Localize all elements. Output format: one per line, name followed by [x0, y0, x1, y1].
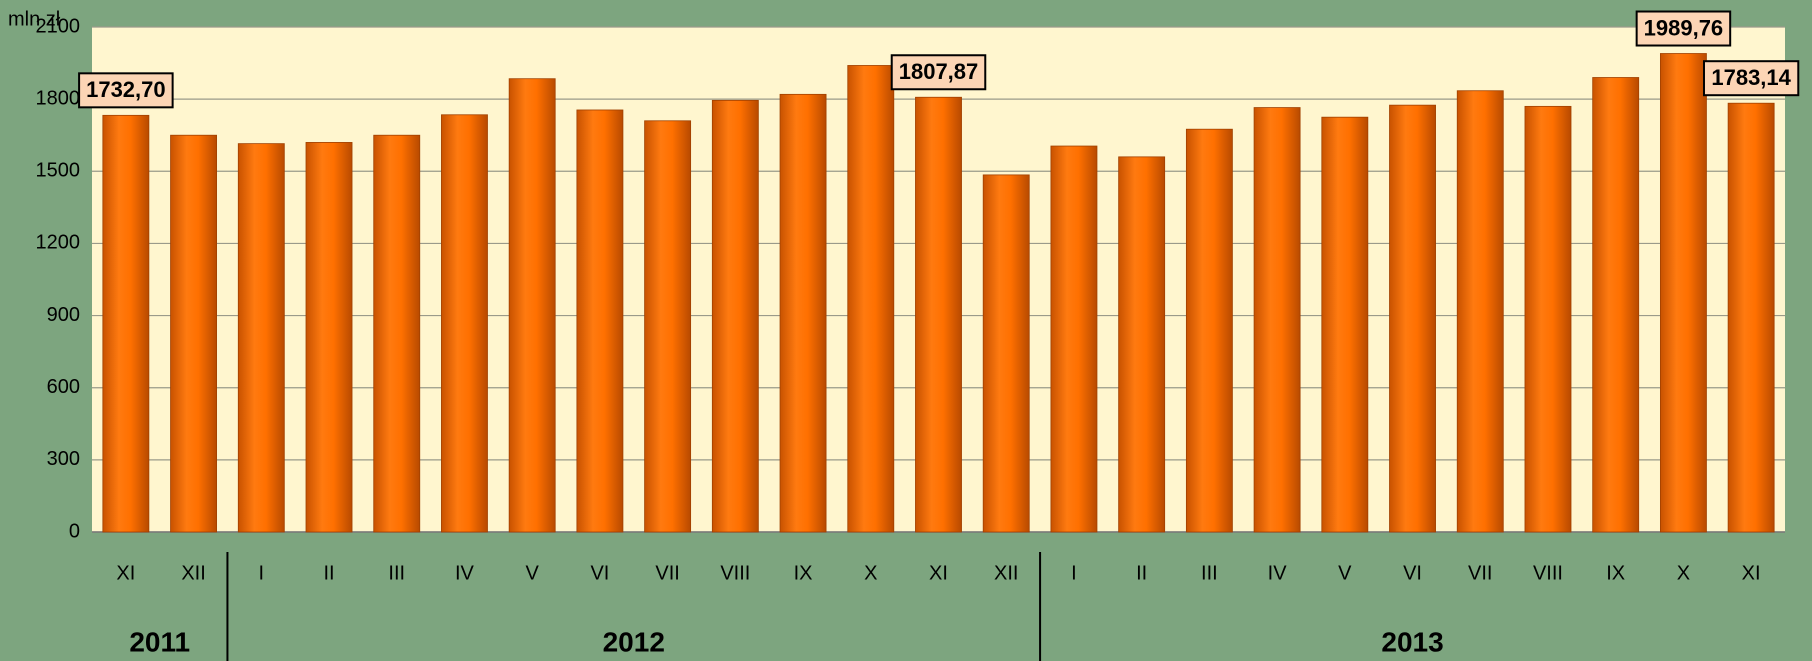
bar [1185, 128, 1233, 533]
x-tick-label: IV [455, 562, 475, 584]
x-tick-label: III [388, 562, 405, 584]
x-tick-label: X [864, 562, 877, 584]
bar [1321, 116, 1369, 533]
bar [779, 93, 827, 533]
x-tick-label: V [526, 562, 540, 584]
bar [1727, 102, 1775, 533]
value-label: 1989,76 [1635, 10, 1732, 47]
value-label-box [890, 54, 987, 91]
x-tick-label: XI [1742, 562, 1761, 584]
x-tick-label: VII [1468, 562, 1492, 584]
bar [102, 114, 150, 533]
y-tick-label: 900 [47, 304, 80, 326]
y-tick-label: 1200 [36, 232, 81, 254]
y-tick-label: 600 [47, 376, 80, 398]
x-tick-label: V [1338, 562, 1352, 584]
bar [441, 114, 488, 533]
x-tick-label: I [1071, 562, 1077, 584]
bar [1659, 53, 1707, 533]
y-tick-label: 300 [47, 448, 80, 470]
x-tick-label: IX [1606, 562, 1625, 584]
bar [508, 78, 556, 533]
x-tick-label: VI [590, 562, 609, 584]
y-unit: mln zł [8, 8, 61, 30]
x-tick-label: XII [181, 562, 205, 584]
x-tick-label: VI [1403, 562, 1422, 584]
y-tick-label: 2100 [36, 15, 81, 37]
bar [237, 143, 285, 533]
bar [1456, 90, 1504, 533]
bar [847, 65, 895, 533]
bar [373, 134, 421, 533]
value-label: 1732,70 [78, 72, 174, 109]
bar [1050, 145, 1098, 533]
x-tick-label: II [1136, 562, 1147, 584]
y-tick-label: 1800 [36, 87, 81, 109]
value-label: 1783,14 [1702, 60, 1800, 97]
value-label-text: 1732,70 [86, 77, 166, 102]
x-tick-label: VIII [720, 562, 750, 584]
value-label-text: 1807,87 [899, 59, 979, 84]
bar [1389, 104, 1436, 533]
value-label-text: 1989,76 [1644, 15, 1724, 40]
bar [711, 99, 759, 533]
bar [644, 120, 692, 533]
x-tick-label: III [1201, 562, 1218, 584]
bar [305, 142, 353, 533]
bar [915, 96, 962, 533]
y-tick-label: 1500 [36, 160, 81, 182]
x-tick-label: X [1677, 562, 1690, 584]
bar [576, 109, 624, 533]
x-tick-label: IX [794, 562, 813, 584]
y-tick-label: 0 [69, 520, 80, 542]
year-label: 2012 [603, 626, 665, 657]
bar [1253, 107, 1301, 533]
x-tick-label: IV [1268, 562, 1288, 584]
bar [1592, 77, 1640, 533]
x-tick-label: XI [929, 562, 948, 584]
value-label-text: 1783,14 [1711, 65, 1791, 90]
x-tick-label: I [259, 562, 265, 584]
x-tick-label: II [323, 562, 334, 584]
bar [982, 174, 1030, 533]
value-label-box [78, 72, 174, 109]
value-label-box [1702, 60, 1800, 97]
bar [1524, 105, 1572, 533]
x-tick-label: VIII [1533, 562, 1563, 584]
value-label-box [1635, 10, 1732, 47]
bar [1118, 156, 1166, 533]
x-tick-label: VII [655, 562, 679, 584]
value-label: 1807,87 [890, 54, 987, 91]
year-label: 2011 [129, 626, 190, 657]
x-tick-label: XII [994, 562, 1018, 584]
x-tick-label: XI [116, 562, 135, 584]
year-label: 2013 [1381, 626, 1443, 657]
bar [170, 134, 218, 533]
